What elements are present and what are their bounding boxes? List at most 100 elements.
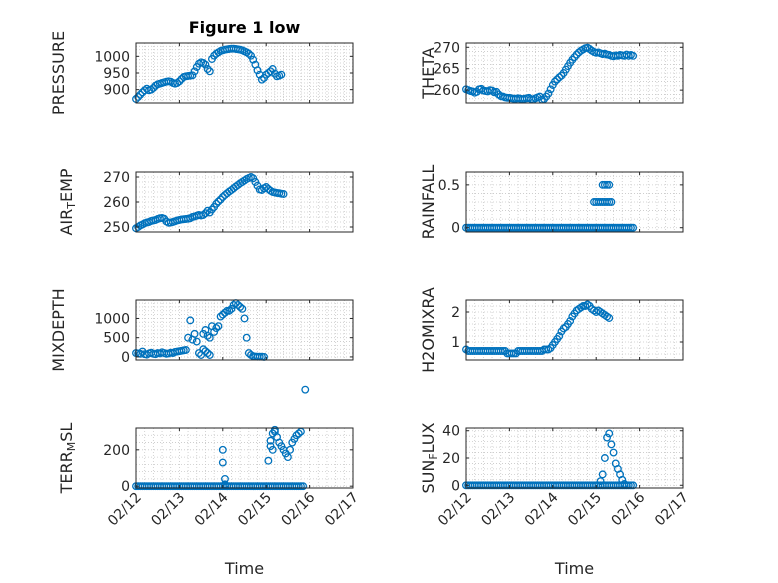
x-tick-label: 02/17 [322,490,362,530]
data-point [270,425,279,434]
data-point [620,479,629,488]
data-point [225,306,234,315]
data-point [264,456,273,465]
y-tick-label: 200 [103,443,130,459]
y-axis-label-part: SL [57,423,76,442]
x-axis-label: Time [554,559,594,578]
data-point [192,337,201,346]
data-point [199,211,208,219]
y-tick-label: 2 [451,305,460,321]
data-point [218,445,227,454]
data-point [618,475,627,484]
data-point [218,310,227,319]
subplot-sunflux: 02/12 02/13 02/14 02/15 02/16 02/1702040SUNFL… [419,422,692,578]
data-point [605,180,614,189]
data-point [203,65,212,73]
x-tick-label: 02/15 [565,490,605,530]
data-point [240,314,249,323]
data-point [234,301,242,309]
data-point [546,85,555,94]
y-axis-label: AIRTEMP [57,168,78,235]
data-point [596,477,605,486]
y-axis-label-part: AIR [57,209,76,236]
x-tick-label: 02/17 [652,490,692,530]
x-axis-label: Time [224,559,264,578]
x-tick-label: 02/14 [522,489,562,529]
y-axis-label: SUNFLUX [419,422,440,493]
data-point [203,331,212,340]
data-point [214,322,223,331]
figure-title: Figure 1 low [189,18,301,37]
x-tick-label: 02/12 [105,490,145,530]
x-tick-label: 02/15 [235,490,275,530]
data-point [555,73,564,82]
data-point [268,65,277,73]
y-tick-label: 270 [433,40,460,56]
data-point [221,474,229,483]
data-point [203,349,212,358]
axes-frame [465,42,684,104]
data-point [218,458,227,467]
data-point [511,349,520,358]
x-tick-label: 02/14 [192,489,232,529]
data-point [210,327,219,336]
data-point [257,75,266,84]
data-point [607,440,616,449]
y-tick-label: 0.5 [438,178,460,194]
subplot-h2omixra: 1 2 H2OMIXRA [419,287,684,373]
data-point [199,59,208,67]
y-tick-label: 1 [451,335,460,351]
data-point [572,50,581,59]
y-tick-label: 270 [103,170,130,186]
y-axis-label: TERRMSL [57,423,78,495]
y-axis-label-part: F [427,453,440,459]
data-point [566,317,575,325]
axes-frame [465,299,684,361]
y-tick-label: 0 [451,478,460,494]
data-point [186,316,195,325]
y-axis-label-part: T [65,202,78,210]
axes-background [136,428,353,488]
data-point [249,55,258,64]
y-tick-label: 40 [442,424,460,440]
data-point [136,90,145,99]
data-point [277,70,286,79]
data-point [600,454,609,462]
data-point [201,347,210,356]
data-point [184,333,193,342]
data-point [268,445,277,454]
data-point [605,314,614,322]
y-tick-label: 1000 [94,49,130,65]
data-point [188,71,197,80]
x-tick-label: 02/16 [279,489,319,529]
y-axis-label-part: RAINFALL [419,165,438,240]
data-point [199,329,208,338]
data-point [629,51,638,60]
data-point [175,77,184,86]
data-point [286,445,295,454]
subplot-mixdepth: 0 500 1000 MIXDEPTH [49,288,354,372]
data-point [238,304,247,313]
y-axis-label: MIXDEPTH [49,288,68,371]
y-tick-label: 260 [103,195,130,211]
data-point [544,89,553,98]
data-point [605,429,614,438]
subplot-airtemp: 250 260 270 AIRTEMP [57,168,354,236]
y-axis-label-part: TERR [57,451,76,494]
data-point [299,482,308,491]
data-point [181,346,190,354]
data-point [190,329,199,338]
data-point [488,86,496,95]
data-point [494,90,503,99]
y-tick-label: 1000 [94,311,130,327]
x-tick-label: 02/13 [478,490,518,530]
y-tick-label: 0 [121,479,130,495]
data-point [253,66,262,75]
y-axis-label-part: SUN [419,460,438,494]
data-point [477,84,486,93]
data-point [283,453,292,462]
data-point [266,436,275,445]
